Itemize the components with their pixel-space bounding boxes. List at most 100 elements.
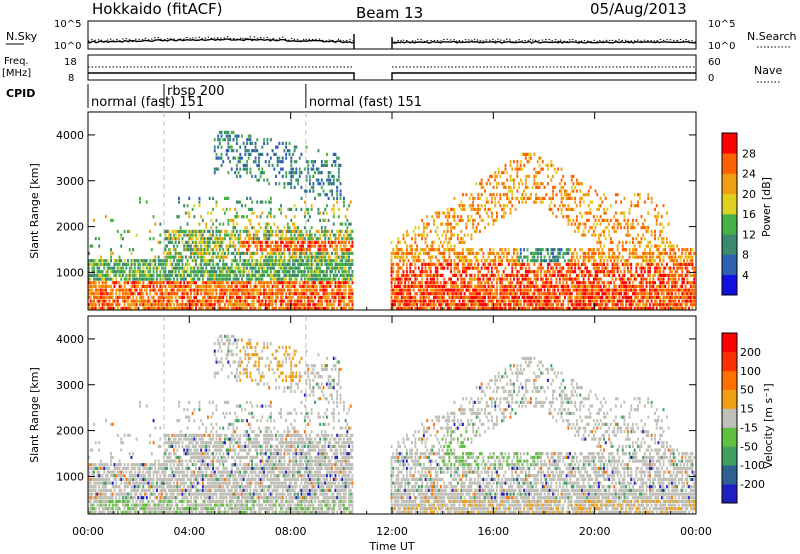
power-cell xyxy=(285,281,288,285)
power-cell xyxy=(533,295,536,299)
power-cell xyxy=(235,299,238,303)
power-cell xyxy=(446,299,449,303)
power-cell xyxy=(246,141,248,145)
power-cell xyxy=(176,251,179,255)
power-cell xyxy=(320,178,323,182)
power-cell xyxy=(235,167,238,171)
power-cell xyxy=(343,266,345,270)
power-cell xyxy=(173,303,175,307)
power-cell xyxy=(343,251,345,255)
power-cell xyxy=(307,211,310,215)
power-cell xyxy=(395,244,398,248)
power-cell xyxy=(239,240,242,244)
power-cell xyxy=(246,299,248,303)
cpid-segment-label: rbsp 200 xyxy=(167,84,225,99)
power-cell xyxy=(259,240,262,244)
power-cell xyxy=(290,182,293,186)
power-cell xyxy=(290,303,293,307)
power-cell xyxy=(307,306,310,310)
power-cell xyxy=(278,292,281,296)
power-cell xyxy=(409,292,412,296)
power-cell xyxy=(290,174,293,178)
power-cell xyxy=(234,281,237,285)
power-cell xyxy=(516,255,519,259)
power-cell xyxy=(276,292,279,296)
power-cell xyxy=(570,207,573,211)
power-cell xyxy=(173,284,175,288)
power-cell xyxy=(184,306,187,310)
power-cell xyxy=(164,259,167,263)
power-cell xyxy=(477,251,480,255)
power-cell xyxy=(300,273,303,277)
power-cell xyxy=(312,237,315,241)
power-cell xyxy=(315,262,318,266)
power-cell xyxy=(297,292,299,296)
power-cell xyxy=(405,284,408,288)
power-cell xyxy=(137,266,140,270)
power-cell xyxy=(230,284,233,288)
power-cell xyxy=(93,218,95,222)
power-cell xyxy=(290,255,293,259)
power-cell xyxy=(203,281,206,285)
power-cell xyxy=(477,193,480,197)
power-cell xyxy=(550,160,553,164)
power-cell xyxy=(334,233,337,237)
power-cell xyxy=(507,185,510,189)
power-cell xyxy=(326,288,328,292)
power-cell xyxy=(407,277,410,281)
power-cell xyxy=(479,284,481,288)
power-cell xyxy=(417,255,420,259)
power-cell xyxy=(264,240,267,244)
power-cell xyxy=(292,229,294,233)
power-cell xyxy=(465,222,468,226)
power-cell xyxy=(310,281,313,285)
power-cell xyxy=(463,284,466,288)
power-cell xyxy=(111,270,114,274)
power-cell xyxy=(317,292,320,296)
power-cell xyxy=(215,248,218,252)
power-cell xyxy=(297,306,299,310)
power-cell xyxy=(329,303,332,307)
power-cell xyxy=(450,295,452,299)
power-cell xyxy=(390,240,393,244)
power-cell xyxy=(405,266,408,270)
power-cell xyxy=(217,251,220,255)
power-cell xyxy=(472,299,475,303)
power-cell xyxy=(244,240,247,244)
power-cell xyxy=(599,299,602,303)
power-cell xyxy=(91,266,94,270)
freq-unit-label: [MHz] xyxy=(2,68,31,79)
power-cell xyxy=(178,233,180,237)
power-cell xyxy=(212,295,214,299)
power-cell xyxy=(259,284,262,288)
power-cell xyxy=(191,248,194,252)
power-cell xyxy=(411,270,413,274)
power-cell xyxy=(504,185,507,189)
power-cell xyxy=(348,233,350,237)
power-cell xyxy=(499,281,502,285)
power-cell xyxy=(200,270,203,274)
power-cell xyxy=(346,237,349,241)
power-cell xyxy=(545,295,548,299)
power-cell xyxy=(205,248,208,252)
power-cell xyxy=(229,138,231,142)
power-cell xyxy=(540,266,543,270)
power-cell xyxy=(433,306,435,310)
power-cell xyxy=(434,270,437,274)
power-cell xyxy=(594,299,597,303)
power-cell xyxy=(453,281,456,285)
power-cell xyxy=(570,255,573,259)
power-cell xyxy=(417,266,420,270)
power-cell xyxy=(482,292,485,296)
power-cell xyxy=(252,160,255,164)
power-cell xyxy=(531,292,534,296)
power-cell xyxy=(322,218,325,222)
power-cell xyxy=(234,156,237,160)
power-cell xyxy=(140,259,143,263)
power-cell xyxy=(326,163,328,167)
power-cell xyxy=(599,303,602,307)
power-cell xyxy=(533,299,536,303)
power-cell xyxy=(259,171,262,175)
power-cell xyxy=(555,193,558,197)
power-cell xyxy=(555,171,558,175)
